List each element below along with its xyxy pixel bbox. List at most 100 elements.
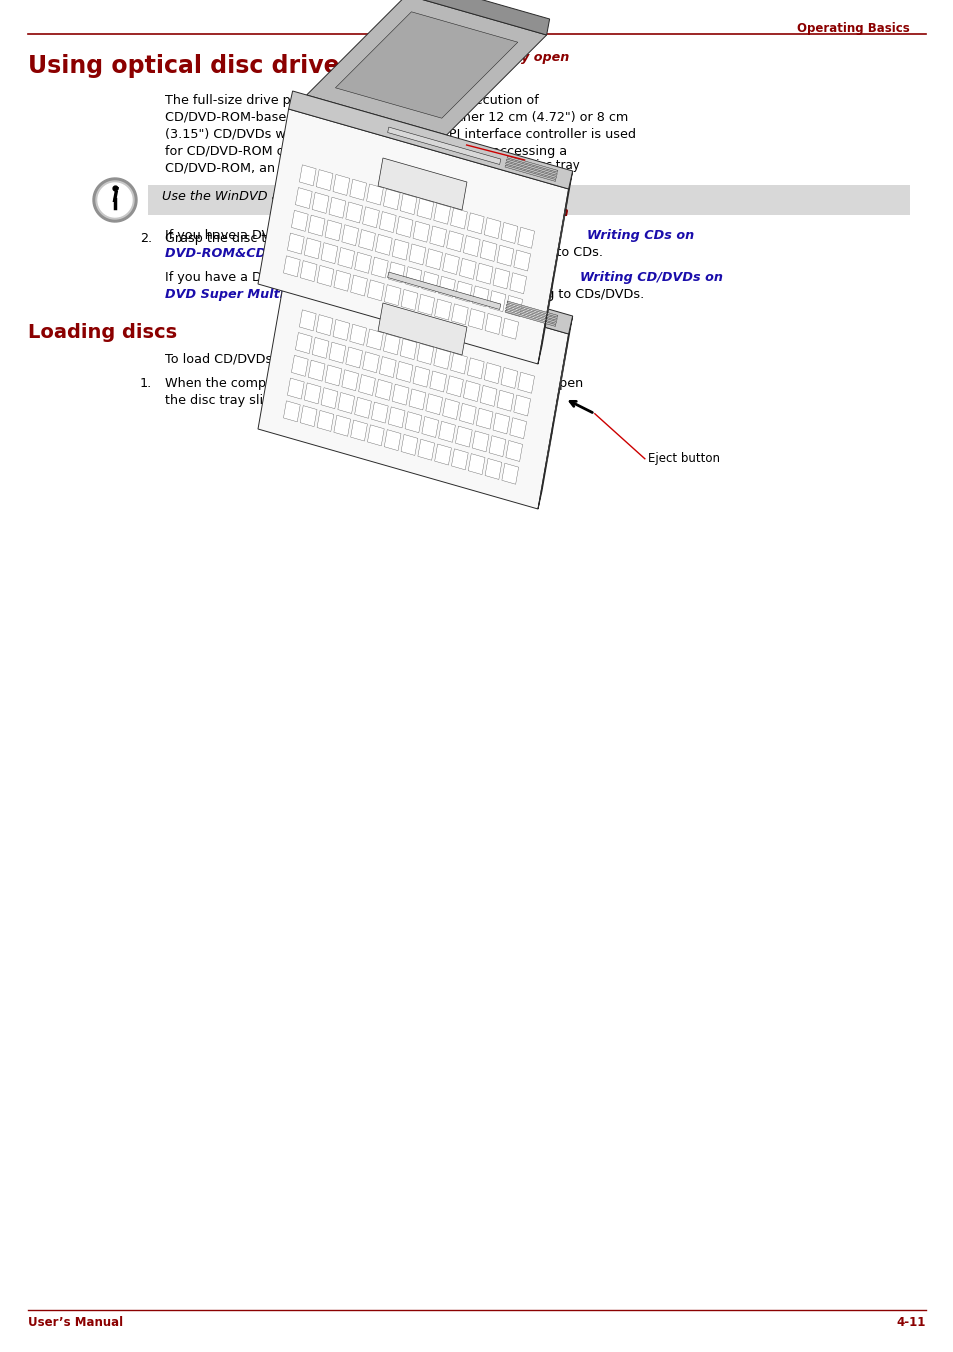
Text: Disc tray: Disc tray (526, 158, 578, 172)
Polygon shape (434, 203, 450, 224)
Polygon shape (435, 443, 451, 465)
Polygon shape (544, 288, 552, 326)
Text: When the computer’s power is on, press the eject button to open: When the computer’s power is on, press t… (165, 377, 582, 389)
Polygon shape (517, 372, 534, 393)
Polygon shape (438, 276, 455, 297)
Text: Operating Basics: Operating Basics (797, 22, 909, 35)
Polygon shape (333, 174, 350, 196)
Polygon shape (379, 357, 395, 377)
Polygon shape (334, 415, 351, 437)
Polygon shape (367, 425, 384, 446)
Polygon shape (316, 265, 334, 287)
Polygon shape (337, 392, 355, 414)
Polygon shape (446, 231, 463, 251)
Polygon shape (345, 201, 362, 223)
Polygon shape (476, 408, 493, 429)
Polygon shape (333, 319, 350, 341)
Polygon shape (304, 383, 320, 404)
Polygon shape (442, 399, 459, 419)
Polygon shape (315, 315, 333, 335)
Polygon shape (384, 285, 400, 306)
Polygon shape (388, 407, 405, 427)
Polygon shape (321, 243, 337, 264)
Polygon shape (334, 270, 351, 291)
Polygon shape (463, 380, 479, 402)
Polygon shape (329, 342, 345, 364)
Polygon shape (289, 91, 572, 189)
Polygon shape (355, 253, 371, 273)
Polygon shape (341, 224, 358, 246)
Polygon shape (306, 0, 546, 135)
Polygon shape (468, 454, 484, 475)
Polygon shape (413, 222, 429, 242)
Polygon shape (312, 192, 329, 214)
Polygon shape (507, 155, 558, 172)
Text: Using optical disc drives: Using optical disc drives (28, 54, 354, 78)
Polygon shape (417, 439, 435, 460)
Polygon shape (399, 338, 416, 360)
Polygon shape (506, 160, 557, 176)
Polygon shape (409, 389, 425, 410)
Text: Use the WinDVD application to view DVD-Video discs.: Use the WinDVD application to view DVD-V… (162, 191, 504, 203)
Polygon shape (395, 361, 413, 383)
Polygon shape (350, 180, 366, 200)
Polygon shape (405, 412, 421, 433)
Polygon shape (463, 235, 479, 257)
Polygon shape (430, 370, 446, 392)
Text: Writing CD/DVDs on: Writing CD/DVDs on (579, 270, 722, 284)
Polygon shape (350, 324, 366, 345)
Polygon shape (355, 397, 371, 418)
Polygon shape (366, 329, 383, 350)
Polygon shape (325, 220, 341, 241)
Polygon shape (383, 334, 399, 354)
Polygon shape (406, 0, 549, 35)
Polygon shape (377, 303, 466, 356)
Polygon shape (425, 393, 442, 415)
Polygon shape (392, 239, 409, 260)
Polygon shape (283, 400, 300, 422)
Polygon shape (435, 299, 451, 320)
Polygon shape (345, 347, 362, 368)
Text: Pressing the eject button: Pressing the eject button (385, 206, 568, 219)
Polygon shape (289, 237, 572, 334)
Polygon shape (358, 375, 375, 396)
Polygon shape (544, 433, 552, 470)
Polygon shape (514, 250, 530, 270)
Polygon shape (497, 391, 514, 411)
Polygon shape (367, 280, 384, 301)
Polygon shape (438, 422, 455, 442)
Polygon shape (295, 188, 312, 208)
Polygon shape (467, 358, 483, 379)
Polygon shape (501, 318, 518, 339)
Polygon shape (325, 365, 341, 385)
Polygon shape (484, 362, 500, 384)
Polygon shape (312, 338, 329, 358)
Text: for CD/DVD-ROM operation. When the computer is accessing a: for CD/DVD-ROM operation. When the compu… (165, 145, 566, 158)
Polygon shape (315, 169, 333, 191)
Text: Loading discs: Loading discs (28, 323, 177, 342)
Polygon shape (375, 380, 392, 400)
Polygon shape (321, 388, 337, 408)
Polygon shape (505, 296, 522, 316)
Polygon shape (552, 243, 559, 281)
Polygon shape (472, 285, 489, 307)
Polygon shape (493, 412, 509, 434)
Polygon shape (509, 273, 526, 293)
Polygon shape (467, 212, 483, 234)
Text: i: i (112, 188, 118, 207)
Polygon shape (557, 343, 567, 402)
Text: Eject button: Eject button (647, 453, 720, 465)
Polygon shape (484, 314, 501, 334)
Text: The full-size drive provides high-performance execution of: The full-size drive provides high-perfor… (165, 95, 538, 107)
Polygon shape (416, 343, 434, 365)
Polygon shape (484, 218, 500, 239)
Polygon shape (430, 226, 446, 247)
Polygon shape (405, 266, 421, 288)
Text: the disc tray slightly.: the disc tray slightly. (165, 393, 297, 407)
Polygon shape (257, 254, 568, 508)
Polygon shape (505, 307, 556, 323)
Polygon shape (308, 215, 325, 237)
Polygon shape (400, 289, 417, 311)
Polygon shape (337, 247, 355, 269)
Polygon shape (291, 211, 308, 231)
